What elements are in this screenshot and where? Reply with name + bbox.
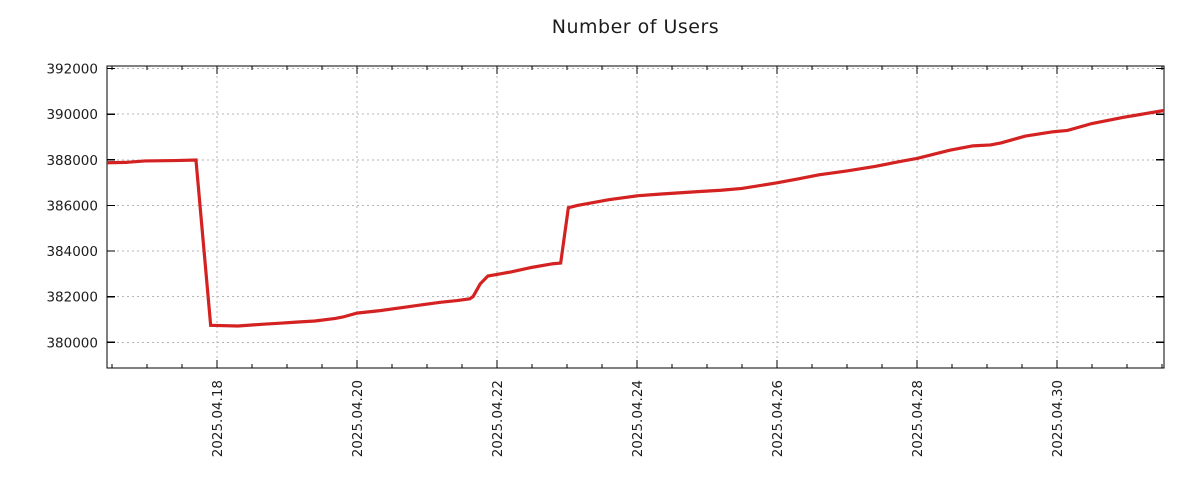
chart-title: Number of Users bbox=[551, 16, 720, 38]
y-tick-label: 382000 bbox=[46, 290, 98, 306]
plot-border bbox=[106, 65, 1165, 369]
x-tick-label: 2025.04.26 bbox=[770, 380, 786, 457]
x-tick-label: 2025.04.30 bbox=[1050, 380, 1066, 457]
y-tick-label: 392000 bbox=[46, 62, 98, 78]
x-tick-label: 2025.04.22 bbox=[490, 380, 506, 457]
data-line-number-of-users bbox=[107, 108, 1165, 328]
y-tick-label: 390000 bbox=[46, 107, 98, 123]
x-tick-label: 2025.04.24 bbox=[630, 380, 646, 457]
y-tick-label: 380000 bbox=[46, 335, 98, 351]
x-tick-label: 2025.04.18 bbox=[210, 380, 226, 457]
y-tick-label: 388000 bbox=[46, 153, 98, 169]
x-tick-label: 2025.04.20 bbox=[350, 380, 366, 457]
y-tick-label: 386000 bbox=[46, 198, 98, 214]
y-tick-label: 384000 bbox=[46, 244, 98, 260]
x-tick-label: 2025.04.28 bbox=[910, 380, 926, 457]
